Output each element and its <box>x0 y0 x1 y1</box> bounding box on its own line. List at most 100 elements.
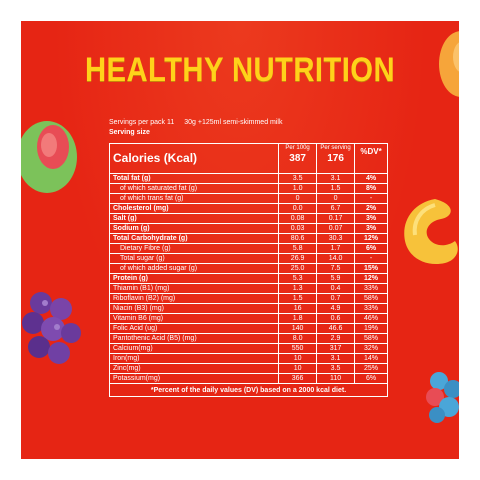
nutrient-row: Total Carbohydrate (g) 80.6 30.3 12% <box>108 233 388 244</box>
daily-value-percent: 6% <box>354 373 388 384</box>
nutrient-name: Sodium (g) <box>108 223 280 234</box>
per-100g-label: Per 100g <box>285 145 310 151</box>
value-per-100g: 10 <box>278 353 318 364</box>
value-per-100g: 8.0 <box>278 333 318 344</box>
value-per-serving: 3.1 <box>316 353 356 364</box>
per-100g-header: Per 100g 387 <box>278 143 318 174</box>
daily-value-percent: - <box>354 193 388 204</box>
nutrient-name: Potassium(mg) <box>108 373 280 384</box>
value-per-100g: 10 <box>278 363 318 374</box>
nutrient-name: Salt (g) <box>108 213 280 224</box>
nutrient-name: of which saturated fat (g) <box>108 183 280 194</box>
blue-cereal-cluster-image <box>426 372 459 423</box>
nutrient-name: Protein (g) <box>108 273 280 284</box>
calories-per-100g: 387 <box>289 153 306 164</box>
value-per-serving: 2.9 <box>316 333 356 344</box>
value-per-100g: 140 <box>278 323 318 334</box>
nutrient-row: Salt (g) 0.08 0.17 3% <box>108 213 388 224</box>
value-per-100g: 5.8 <box>278 243 318 254</box>
serving-size-label: Serving size <box>109 129 150 136</box>
nutrient-row: Vitamin B6 (mg) 1.8 0.6 46% <box>108 313 388 324</box>
daily-value-percent: 4% <box>354 173 388 184</box>
daily-value-percent: 25% <box>354 363 388 374</box>
daily-value-percent: 3% <box>354 213 388 224</box>
nutrient-name: Riboflavin (B2) (mg) <box>108 293 280 304</box>
value-per-100g: 3.5 <box>278 173 318 184</box>
value-per-serving: 0 <box>316 193 356 204</box>
value-per-serving: 30.3 <box>316 233 356 244</box>
product-panel: HEALTHY NUTRITION Servings per pack 11 30… <box>21 21 459 459</box>
nutrient-name: Total Carbohydrate (g) <box>108 233 280 244</box>
value-per-100g: 25.0 <box>278 263 318 274</box>
value-per-100g: 5.3 <box>278 273 318 284</box>
nutrient-row: Folic Acid (ug) 140 46.6 19% <box>108 323 388 334</box>
daily-value-percent: - <box>354 253 388 264</box>
daily-value-percent: 33% <box>354 283 388 294</box>
yellow-cereal-piece-image <box>404 199 458 265</box>
servings-label: Servings per pack 11 <box>109 119 175 126</box>
servings-detail: 30g +125ml semi-skimmed milk <box>184 119 283 126</box>
daily-value-percent: 58% <box>354 333 388 344</box>
nutrient-name: Folic Acid (ug) <box>108 323 280 334</box>
nutrient-name: Thiamin (B1) (mg) <box>108 283 280 294</box>
nutrient-name: Total sugar (g) <box>108 253 280 264</box>
value-per-100g: 1.5 <box>278 293 318 304</box>
value-per-100g: 16 <box>278 303 318 314</box>
value-per-100g: 0.03 <box>278 223 318 234</box>
daily-value-percent: 12% <box>354 233 388 244</box>
daily-value-percent: 32% <box>354 343 388 354</box>
daily-value-percent: 19% <box>354 323 388 334</box>
value-per-serving: 6.7 <box>316 203 356 214</box>
nutrient-row: Niacin (B3) (mg) 16 4.9 33% <box>108 303 388 314</box>
daily-value-percent: 12% <box>354 273 388 284</box>
calories-label: Calories (Kcal) <box>108 143 280 174</box>
daily-value-percent: 8% <box>354 183 388 194</box>
nutrient-row: of which saturated fat (g) 1.0 1.5 8% <box>108 183 388 194</box>
value-per-serving: 14.0 <box>316 253 356 264</box>
nutrient-name: Zinc(mg) <box>108 363 280 374</box>
value-per-serving: 3.1 <box>316 173 356 184</box>
value-per-100g: 0 <box>278 193 318 204</box>
nutrient-row: Potassium(mg) 366 110 6% <box>108 373 388 384</box>
nutrient-row: Total sugar (g) 26.9 14.0- <box>108 253 388 264</box>
nutrient-row: Sodium (g) 0.03 0.07 3% <box>108 223 388 234</box>
nutrition-facts-table: Calories (Kcal) Per 100g 387 Per serving… <box>108 143 388 397</box>
nutrient-row: Pantothenic Acid (B5) (mg) 8.0 2.9 58% <box>108 333 388 344</box>
nutrient-row: Riboflavin (B2) (mg) 1.5 0.7 58% <box>108 293 388 304</box>
nutrient-name: of which trans fat (g) <box>108 193 280 204</box>
page-title: HEALTHY NUTRITION <box>84 51 395 89</box>
daily-value-header: %DV* <box>354 143 388 174</box>
nutrient-row: Cholesterol (mg) 0.0 6.7 2% <box>108 203 388 214</box>
value-per-100g: 0.08 <box>278 213 318 224</box>
value-per-serving: 1.5 <box>316 183 356 194</box>
daily-value-percent: 3% <box>354 223 388 234</box>
daily-value-percent: 14% <box>354 353 388 364</box>
value-per-serving: 110 <box>316 373 356 384</box>
value-per-serving: 0.6 <box>316 313 356 324</box>
value-per-100g: 80.6 <box>278 233 318 244</box>
value-per-100g: 26.9 <box>278 253 318 264</box>
daily-value-percent: 46% <box>354 313 388 324</box>
value-per-serving: 0.4 <box>316 283 356 294</box>
nutrient-name: Cholesterol (mg) <box>108 203 280 214</box>
daily-value-percent: 15% <box>354 263 388 274</box>
value-per-serving: 5.9 <box>316 273 356 284</box>
value-per-100g: 1.3 <box>278 283 318 294</box>
value-per-serving: 0.07 <box>316 223 356 234</box>
nutrient-row: Calcium(mg) 550 317 32% <box>108 343 388 354</box>
value-per-100g: 1.0 <box>278 183 318 194</box>
servings-per-pack: Servings per pack 11 30g +125ml semi-skim… <box>109 119 282 126</box>
per-serving-label: Per serving <box>320 145 351 151</box>
value-per-100g: 0.0 <box>278 203 318 214</box>
value-per-serving: 3.5 <box>316 363 356 374</box>
daily-value-percent: 6% <box>354 243 388 254</box>
value-per-serving: 1.7 <box>316 243 356 254</box>
daily-value-percent: 33% <box>354 303 388 314</box>
table-header-row: Calories (Kcal) Per 100g 387 Per serving… <box>108 143 388 174</box>
value-per-serving: 4.9 <box>316 303 356 314</box>
value-per-serving: 7.5 <box>316 263 356 274</box>
nutrient-row: Protein (g) 5.3 5.9 12% <box>108 273 388 284</box>
per-serving-header: Per serving 176 <box>316 143 356 174</box>
value-per-serving: 317 <box>316 343 356 354</box>
daily-value-percent: 58% <box>354 293 388 304</box>
